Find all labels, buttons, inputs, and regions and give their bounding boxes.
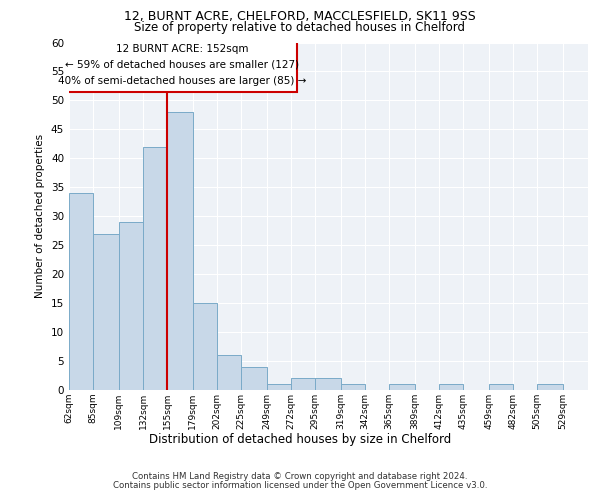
Y-axis label: Number of detached properties: Number of detached properties	[35, 134, 46, 298]
Bar	[143, 147, 167, 390]
Bar	[193, 303, 217, 390]
Text: ← 59% of detached houses are smaller (127): ← 59% of detached houses are smaller (12…	[65, 60, 299, 70]
Bar	[488, 384, 513, 390]
Text: 12 BURNT ACRE: 152sqm: 12 BURNT ACRE: 152sqm	[116, 44, 248, 54]
Bar	[241, 367, 266, 390]
Text: Contains HM Land Registry data © Crown copyright and database right 2024.: Contains HM Land Registry data © Crown c…	[132, 472, 468, 481]
Bar	[119, 222, 143, 390]
Bar	[217, 355, 241, 390]
Text: Size of property relative to detached houses in Chelford: Size of property relative to detached ho…	[134, 21, 466, 34]
Text: Distribution of detached houses by size in Chelford: Distribution of detached houses by size …	[149, 432, 451, 446]
Bar	[167, 112, 193, 390]
Bar	[389, 384, 415, 390]
Bar	[537, 384, 563, 390]
Bar	[341, 384, 365, 390]
FancyBboxPatch shape	[67, 36, 298, 92]
Text: 40% of semi-detached houses are larger (85) →: 40% of semi-detached houses are larger (…	[58, 76, 306, 86]
Bar	[439, 384, 463, 390]
Bar	[69, 193, 94, 390]
Bar	[315, 378, 341, 390]
Text: 12, BURNT ACRE, CHELFORD, MACCLESFIELD, SK11 9SS: 12, BURNT ACRE, CHELFORD, MACCLESFIELD, …	[124, 10, 476, 23]
Bar	[94, 234, 119, 390]
Bar	[266, 384, 291, 390]
Bar	[291, 378, 315, 390]
Text: Contains public sector information licensed under the Open Government Licence v3: Contains public sector information licen…	[113, 481, 487, 490]
